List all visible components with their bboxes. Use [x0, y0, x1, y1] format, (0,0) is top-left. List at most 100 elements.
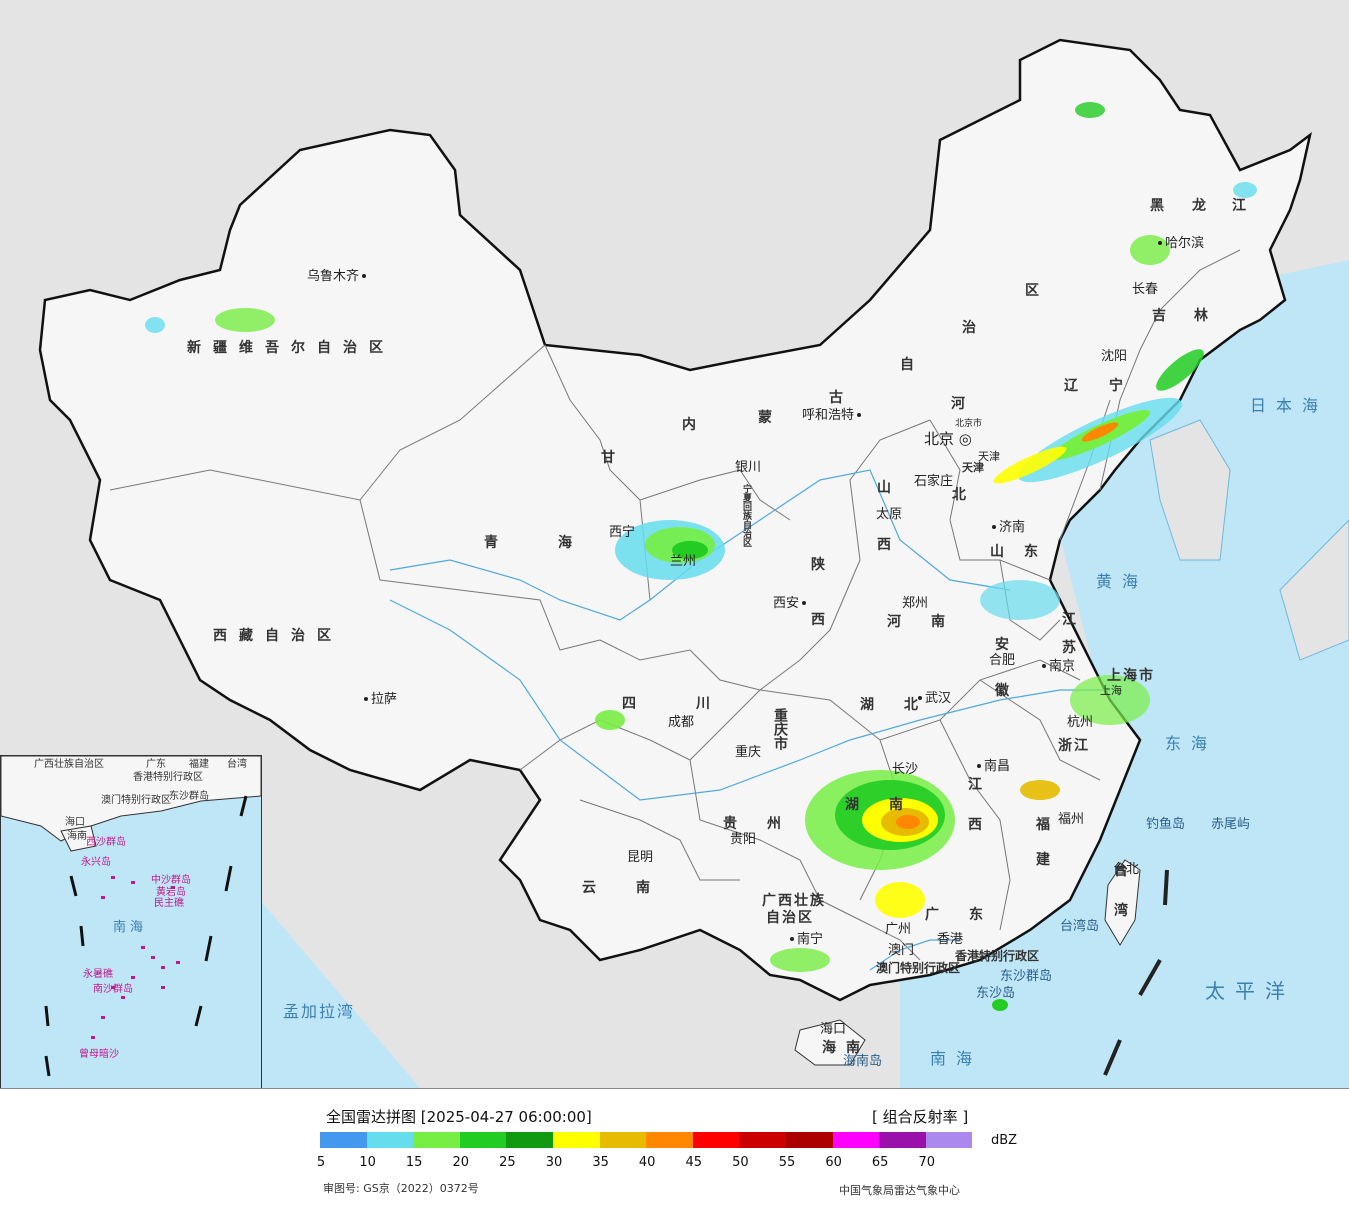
- city-label-beijingshi: 北京市: [955, 419, 983, 429]
- city-label-harbin: 哈尔滨: [1158, 237, 1204, 251]
- city-label-kunming: 昆明: [627, 850, 654, 865]
- legend-swatch: [925, 1132, 973, 1148]
- city-label-taipei: 台北: [1113, 862, 1140, 877]
- province-label: 浙江: [1058, 738, 1090, 754]
- sea-label-east: 东海: [1165, 734, 1218, 753]
- province-label: 辽: [1064, 378, 1090, 394]
- province-label: 山: [877, 480, 903, 496]
- province-label: 澳门特别行政区: [876, 961, 961, 975]
- sea-label-south-china: 南海: [930, 1049, 983, 1068]
- china-radar-map: 日本海 黄海 东海 太平洋 南海 孟加拉湾 新疆维吾尔自治区 西藏自治区 青海 …: [0, 0, 1349, 1089]
- province-label: 自: [900, 357, 926, 373]
- city-label-urumqi: 乌鲁木齐: [307, 270, 369, 284]
- unit-label: dBZ: [991, 1133, 1018, 1148]
- province-label: 台: [1114, 863, 1140, 879]
- province-label: 北: [952, 487, 978, 503]
- city-label-macau: 澳门: [888, 943, 915, 958]
- sea-label-bengal: 孟加拉湾: [283, 1002, 356, 1021]
- province-label: 吉: [1152, 308, 1178, 324]
- city-label-changsha: 长沙: [892, 762, 919, 777]
- inset-label: 广东: [146, 759, 166, 770]
- city-label-chongqing: 重庆: [735, 745, 762, 760]
- map-approval-number: 审图号: GS京（2022）0372号: [323, 1182, 479, 1195]
- inset-label: 澳门特别行政区: [101, 795, 171, 806]
- province-label: 湖北: [860, 697, 948, 713]
- legend-tick: 60: [825, 1155, 842, 1170]
- legend-swatch: [599, 1132, 647, 1148]
- legend-swatch: [646, 1132, 693, 1148]
- map-svg: [0, 38, 1349, 1088]
- province-label: 山东: [990, 544, 1058, 560]
- city-label-chiwei: 赤尾屿: [1211, 817, 1251, 832]
- legend-tick: 40: [638, 1155, 656, 1170]
- legend-tick: 45: [685, 1155, 703, 1170]
- city-label-dongsha: 东沙群岛: [1000, 969, 1053, 984]
- map-title: 全国雷达拼图 [2025-04-27 06:00:00]: [326, 1108, 592, 1126]
- city-label-taiwandao: 台湾岛: [1060, 919, 1100, 934]
- city-label-hongkong: 香港: [937, 932, 964, 947]
- province-label: 重庆市: [772, 708, 788, 750]
- province-label: 青海: [484, 535, 632, 551]
- inset-label: 广西壮族自治区: [34, 759, 104, 770]
- city-label-guiyang: 贵阳: [730, 832, 757, 847]
- province-label: 海南: [822, 1040, 870, 1056]
- sea-label-japan: 日本海: [1250, 396, 1329, 415]
- inset-label: 南沙群岛: [93, 984, 133, 995]
- province-label: 西: [811, 612, 837, 628]
- inset-label: 海口: [65, 817, 85, 828]
- province-label: 广东: [925, 907, 1013, 923]
- city-label-shanghai: 上海: [1100, 684, 1122, 697]
- city-label-hainandao: 海南岛: [843, 1054, 883, 1069]
- province-label: 黑: [1150, 198, 1176, 214]
- city-label-nanning: 南宁: [790, 933, 823, 947]
- province-label: 宁: [1109, 378, 1135, 394]
- sea-label-yellow: 黄海: [1096, 572, 1149, 591]
- city-label-nanjing: 南京: [1042, 660, 1075, 674]
- province-label: 区: [1025, 283, 1051, 299]
- city-label-tianjin: 天津: [978, 450, 1000, 463]
- hainan-island: [794, 1019, 866, 1066]
- legend-swatch: [692, 1132, 740, 1148]
- korea-japan-land: [1149, 419, 1231, 561]
- city-label-hefei: 合肥: [989, 653, 1016, 668]
- legend-tick: 25: [499, 1155, 516, 1170]
- legend-tick: 35: [592, 1155, 609, 1170]
- city-label-nanchang: 南昌: [977, 760, 1010, 774]
- city-label-lhasa: 拉萨: [364, 693, 397, 707]
- city-label-xian: 西安: [773, 597, 809, 611]
- organization-label: 中国气象局雷达气象中心: [839, 1184, 960, 1197]
- city-label-guangzhou: 广州: [885, 922, 912, 937]
- legend-swatch: [879, 1132, 926, 1148]
- legend-swatch: [832, 1132, 880, 1148]
- province-label: 建: [1036, 852, 1062, 868]
- province-label: 四川: [622, 696, 770, 712]
- province-boundaries: [109, 249, 1241, 961]
- south-china-sea-inset: 广西壮族自治区 广东 福建 台湾 香港特别行政区 澳门特别行政区 东沙群岛 海口…: [0, 755, 262, 1088]
- radar-echoes: [145, 102, 1257, 1011]
- china-land: [38, 38, 1312, 1002]
- province-label: 湾: [1114, 903, 1140, 919]
- legend-tick: 15: [405, 1155, 423, 1170]
- legend-swatch: [366, 1132, 414, 1148]
- province-label: 河南: [887, 614, 975, 630]
- inset-svg: [1, 756, 261, 1077]
- province-label: 江: [968, 777, 994, 793]
- city-label-changchun: 长春: [1132, 282, 1159, 297]
- ocean-east: [900, 260, 1349, 1088]
- province-label: 新疆维吾尔自治区: [187, 340, 395, 356]
- inset-label: 香港特别行政区: [133, 772, 203, 783]
- inset-label: 海南: [67, 831, 87, 842]
- inset-label: 黄岩岛: [156, 887, 186, 898]
- province-label: 上海市: [1107, 668, 1155, 684]
- province-label: 甘: [601, 450, 627, 466]
- maritime-boundary: [1103, 869, 1169, 1076]
- legend-tick: 10: [359, 1155, 376, 1170]
- inset-label: 台湾: [227, 759, 247, 770]
- inset-label: 中沙群岛: [151, 875, 191, 886]
- legend-swatch: [506, 1132, 553, 1148]
- city-label-zhengzhou: 郑州: [902, 596, 929, 611]
- legend-tick: 50: [732, 1155, 749, 1170]
- legend-swatch: [459, 1132, 507, 1148]
- legend-tick: 70: [918, 1155, 936, 1170]
